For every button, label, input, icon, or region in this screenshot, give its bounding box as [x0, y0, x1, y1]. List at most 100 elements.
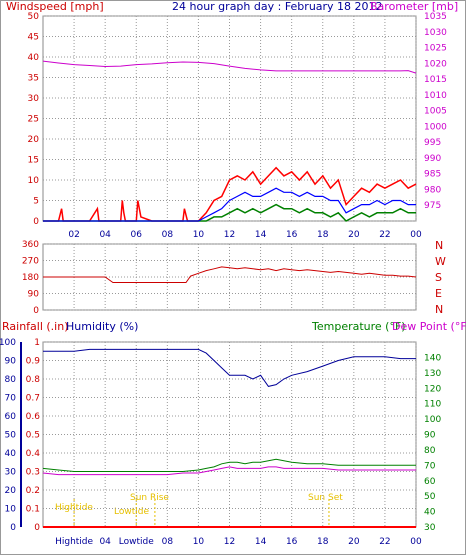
x-tick-label: 02: [68, 230, 79, 240]
barometer-y-tick-label: 1010: [424, 91, 447, 101]
x-tick-label: 16: [286, 230, 298, 240]
direction-y-tick-label: 90: [28, 290, 40, 300]
rainfall-y-tick-label: 0: [34, 523, 40, 533]
sunset-label: Sun Set: [308, 493, 343, 503]
rainfall-y-tick-label: 0.7: [26, 394, 40, 404]
x-tick-label: 22: [379, 230, 390, 240]
rainfall-y-tick-label: 0.6: [26, 412, 41, 422]
x-tick-label: 08: [162, 537, 174, 547]
rainfall-y-tick-label: 0.3: [26, 468, 40, 478]
rainfall-axis-label: Rainfall (.in): [2, 320, 69, 333]
x-tick-label: 14: [255, 537, 267, 547]
x-tick-label: 08: [162, 230, 174, 240]
temperature-y-tick-label: 60: [424, 477, 436, 487]
wind-y-tick-label: 5: [33, 197, 39, 207]
barometer-y-tick-label: 990: [424, 154, 441, 164]
x-tick-label: 04: [99, 230, 111, 240]
x-tick-label: 06: [131, 230, 143, 240]
temperature-y-tick-label: 110: [424, 400, 441, 410]
humidity-y-tick-label: 70: [5, 394, 17, 404]
x-tick-label: 18: [317, 537, 329, 547]
rainfall-y-tick-label: 0.9: [26, 357, 41, 367]
barometer-y-tick-label: 975: [424, 201, 441, 211]
humidity-y-tick-label: 90: [5, 357, 17, 367]
barometer-y-tick-label: 1020: [424, 59, 447, 69]
wind-y-tick-label: 30: [28, 94, 40, 104]
x-tick-label: Hightide: [55, 537, 93, 547]
humidity-y-tick-label: 100: [0, 338, 16, 348]
rainfall-y-tick-label: 0.5: [26, 431, 40, 441]
barometer-y-tick-label: 980: [424, 185, 441, 195]
wind-y-tick-label: 25: [28, 115, 39, 125]
humidity-y-tick-label: 60: [5, 412, 17, 422]
rainfall-y-tick-label: 0.4: [26, 449, 41, 459]
direction-label-e: E: [435, 287, 442, 300]
wind-y-tick-label: 15: [28, 156, 39, 166]
temperature-y-tick-label: 130: [424, 369, 441, 379]
wind-y-tick-label: 40: [28, 53, 40, 63]
humidity-y-tick-label: 0: [10, 523, 16, 533]
barometer-y-tick-label: 1000: [424, 122, 447, 132]
wind-y-tick-label: 0: [33, 217, 39, 227]
direction-label-w: W: [435, 255, 446, 268]
dewpoint-axis-label: Dew Point (°F): [392, 320, 466, 333]
temperature-y-tick-label: 100: [424, 415, 441, 425]
barometer-series-line: [42, 60, 417, 74]
wind-y-tick-label: 45: [28, 33, 39, 43]
barometer-y-tick-label: 1025: [424, 44, 447, 54]
humidity-y-tick-label: 30: [5, 468, 17, 478]
humidity-y-tick-label: 40: [5, 449, 17, 459]
windspeed-axis-label: Windspeed [mph]: [6, 0, 104, 13]
x-tick-label: 04: [99, 537, 111, 547]
temperature-y-tick-label: 80: [424, 446, 436, 456]
wind-low-series-line: [43, 203, 416, 222]
barometer-y-tick-label: 1005: [424, 107, 447, 117]
x-tick-label: 22: [379, 537, 390, 547]
barometer-y-tick-label: 1015: [424, 75, 447, 85]
dewpoint-series-line: [42, 466, 416, 476]
direction-label-n-bottom: N: [435, 303, 443, 316]
rainfall-y-tick-label: 0.2: [26, 486, 40, 496]
direction-label-s: S: [435, 271, 442, 284]
humidity-y-tick-label: 80: [5, 375, 17, 385]
wind-y-tick-label: 20: [28, 135, 40, 145]
sunrise-label: Sun Rise: [130, 493, 169, 503]
x-tick-label: 00: [410, 537, 422, 547]
temperature-y-tick-label: 40: [424, 508, 436, 518]
direction-y-tick-label: 360: [22, 240, 39, 250]
barometer-y-tick-label: 985: [424, 170, 441, 180]
x-tick-label: 10: [193, 537, 205, 547]
barometer-y-tick-label: 995: [424, 138, 441, 148]
lowtide-label: Lowtide: [114, 507, 149, 517]
x-tick-label: 20: [348, 230, 360, 240]
direction-y-tick-label: 270: [22, 257, 39, 267]
x-tick-label: 16: [286, 537, 298, 547]
wind-y-tick-label: 35: [28, 74, 39, 84]
humidity-series-line: [43, 348, 416, 387]
temperature-y-tick-label: 90: [424, 431, 436, 441]
rainfall-y-tick-label: 1: [34, 338, 40, 348]
temperature-y-tick-label: 120: [424, 384, 441, 394]
rainfall-y-tick-label: 0.8: [26, 375, 41, 385]
temperature-y-tick-label: 30: [424, 523, 436, 533]
x-tick-label: 12: [224, 230, 235, 240]
wind-y-tick-label: 50: [28, 12, 40, 22]
temperature-y-tick-label: 50: [424, 492, 436, 502]
temperature-axis-label: Temperature (°F): [311, 320, 406, 333]
x-tick-label: 10: [193, 230, 205, 240]
x-tick-label: 20: [348, 537, 360, 547]
rainfall-y-tick-label: 0.1: [26, 505, 40, 515]
x-tick-label: 12: [224, 537, 235, 547]
direction-label-n-top: N: [435, 239, 443, 252]
chart-title: 24 hour graph day : February 18 2012: [172, 0, 383, 13]
wind-direction-series-line: [43, 266, 417, 283]
humidity-y-tick-label: 50: [5, 431, 17, 441]
x-tick-label: 00: [410, 230, 422, 240]
humidity-y-tick-label: 20: [5, 486, 17, 496]
wind-y-tick-label: 10: [28, 176, 40, 186]
direction-y-tick-label: 180: [22, 273, 39, 283]
x-tick-label: 18: [317, 230, 329, 240]
barometer-y-tick-label: 1030: [424, 28, 447, 38]
